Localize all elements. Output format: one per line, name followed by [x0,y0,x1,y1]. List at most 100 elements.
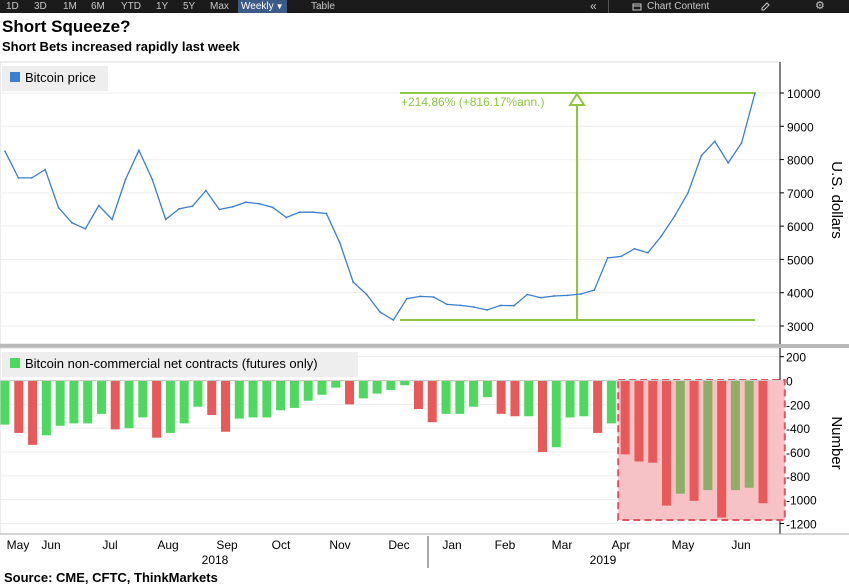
price-point [4,150,6,153]
contracts-bar [41,380,51,436]
contracts-bar [441,380,451,414]
contracts-tick-label: -600 [786,446,810,460]
price-point [660,235,663,238]
month-label: Apr [612,538,631,552]
source-note: Source: CME, CFTC, ThinkMarkets [4,570,218,585]
contracts-bar [413,380,423,410]
period-1d-button[interactable]: 1D [6,1,19,12]
annotation-label: +214.86% (+816.17%ann.) [401,95,544,109]
price-point [646,251,649,254]
price-point [191,205,194,208]
contracts-bar [455,380,465,414]
month-label: Dec [388,538,409,552]
contracts-bar [234,380,244,419]
contracts-bar [593,380,603,433]
contracts-bar [524,380,534,417]
contracts-bar [207,380,217,416]
frequency-dropdown[interactable]: Weekly ▼ [238,0,287,13]
contracts-bar [124,380,134,429]
contracts-bar [386,380,396,391]
price-point [446,303,448,306]
price-point [740,142,743,144]
price-point [593,289,596,291]
price-legend-label: Bitcoin price [25,70,96,85]
contracts-bar [606,380,616,424]
contracts-bar [152,380,162,438]
chart-content-icon [632,0,642,13]
price-point [258,202,261,205]
contracts-tick-label: -200 [786,398,810,412]
price-point [111,218,114,221]
price-tick-label: 6000 [787,220,814,234]
chart-content-button[interactable]: Chart Content [647,1,710,12]
year-label: 2018 [202,553,229,567]
pencil-icon[interactable] [760,0,770,13]
contracts-bar [717,380,727,518]
price-point [459,304,462,307]
price-point [673,215,676,218]
price-point [245,201,247,204]
contracts-bar [372,380,382,394]
contracts-bar [703,380,713,491]
chart-toolbar: 1D 3D 1M 6M YTD 1Y 5Y Max Weekly ▼ Table … [0,0,849,13]
period-5y-button[interactable]: 5Y [183,1,196,12]
price-point [700,154,703,157]
contracts-bar [510,380,520,417]
period-6m-button[interactable]: 6M [91,1,105,12]
contracts-bar [96,380,106,414]
month-label: Oct [272,538,291,552]
contracts-bar [400,380,410,386]
price-point [138,149,140,152]
price-point [432,296,435,298]
month-label: Jan [442,538,461,552]
contracts-bar [689,380,699,501]
double-chevron-left-icon[interactable]: « [590,0,597,13]
contracts-bar [248,380,258,418]
month-label: Nov [329,538,350,552]
table-button[interactable]: Table [311,1,335,12]
month-label: Feb [495,538,516,552]
contracts-bar [730,380,740,491]
period-3d-button[interactable]: 3D [34,1,47,12]
period-ytd-button[interactable]: YTD [121,1,141,12]
price-point [298,211,301,214]
month-label: Jul [102,538,117,552]
price-point [392,319,395,321]
price-point [405,297,408,300]
price-point [97,204,100,207]
toolbar-divider [608,0,609,13]
contracts-bar [565,380,575,418]
chart-title: Short Squeeze? [2,17,131,36]
price-point [71,221,73,224]
contracts-bar [289,380,299,408]
contracts-bar [634,380,644,462]
price-point [486,309,489,311]
price-point [30,176,33,179]
period-1y-button[interactable]: 1Y [156,1,169,12]
contracts-bar [165,380,175,433]
price-point [325,212,328,215]
price-point [285,216,288,219]
contracts-bar [276,380,286,411]
year-label: 2019 [590,553,617,567]
contracts-legend-label: Bitcoin non-commercial net contracts (fu… [25,356,318,371]
price-point [84,227,87,230]
contracts-bar [620,380,630,455]
contracts-bar [262,380,272,418]
price-point [204,189,207,192]
price-tick-label: 8000 [787,154,814,168]
period-1m-button[interactable]: 1M [63,1,77,12]
contracts-bar [317,380,327,395]
contracts-bar [83,380,93,424]
contracts-bar [55,380,65,426]
price-point [513,304,515,307]
price-point [633,247,636,250]
price-point [687,191,689,194]
gear-icon[interactable]: ⚙ [815,0,825,12]
price-point [553,295,556,297]
month-label: Sep [216,538,238,552]
price-tick-label: 7000 [787,187,814,201]
period-max-button[interactable]: Max [210,1,229,12]
price-point [620,255,622,258]
